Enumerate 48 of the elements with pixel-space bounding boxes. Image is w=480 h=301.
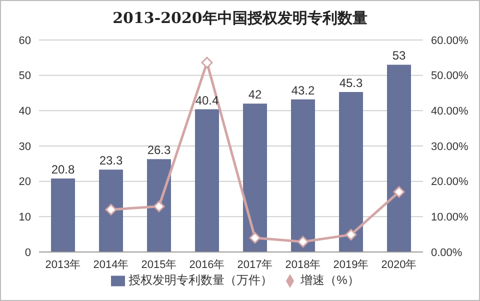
y-tick-label: 10 [18,212,31,224]
legend-label: 增速（%） [300,273,360,287]
y2-tick-label: 20.00% [431,176,469,188]
y2-tick-label: 0.00% [431,246,462,259]
y2-tick-label: 60.00% [431,34,469,47]
y-tick-label: 0 [24,246,31,259]
x-tick-label: 2018年 [285,258,321,271]
data-label: 26.3 [147,143,171,158]
bar [51,178,75,252]
legend-label: 授权发明专利数量（万件） [128,273,273,287]
bar [195,109,219,252]
data-label: 23.3 [99,154,123,168]
x-tick-label: 2015年 [141,258,177,271]
point [393,186,405,198]
y-tick-label: 60 [18,34,31,47]
y-tick-label: 30 [18,140,31,153]
bar [99,170,123,252]
x-tick-label: 2016年 [189,258,225,271]
point [297,236,309,248]
data-label: 43.2 [291,83,315,98]
bar [339,92,363,252]
x-tick-label: 2013年 [45,258,81,271]
data-label: 42 [248,88,262,102]
y-tick-label: 50 [18,70,31,82]
point [153,200,165,212]
point [105,204,117,216]
point [201,56,213,68]
y-tick-label: 40 [18,106,31,118]
y-tick-label: 20 [18,176,31,188]
data-label: 20.8 [51,162,75,177]
bar [291,99,315,252]
x-tick-label: 2020年 [381,258,417,271]
bar [243,104,267,252]
bar [387,64,411,252]
y2-tick-label: 40.00% [431,106,469,118]
bar [147,159,171,252]
y2-tick-label: 30.00% [431,140,469,153]
data-label: 45.3 [339,76,363,90]
y2-tick-label: 10.00% [431,212,469,224]
data-label: 40.4 [195,93,219,108]
point [345,228,357,240]
x-tick-label: 2019年 [333,258,369,271]
y2-tick-label: 50.00% [431,70,469,82]
chart-title: 2013-2020年中国授权发明专利数量 [112,9,368,28]
data-label: 53 [392,48,406,63]
point [249,232,261,244]
x-tick-label: 2017年 [237,258,273,271]
x-tick-label: 2014年 [93,258,129,271]
